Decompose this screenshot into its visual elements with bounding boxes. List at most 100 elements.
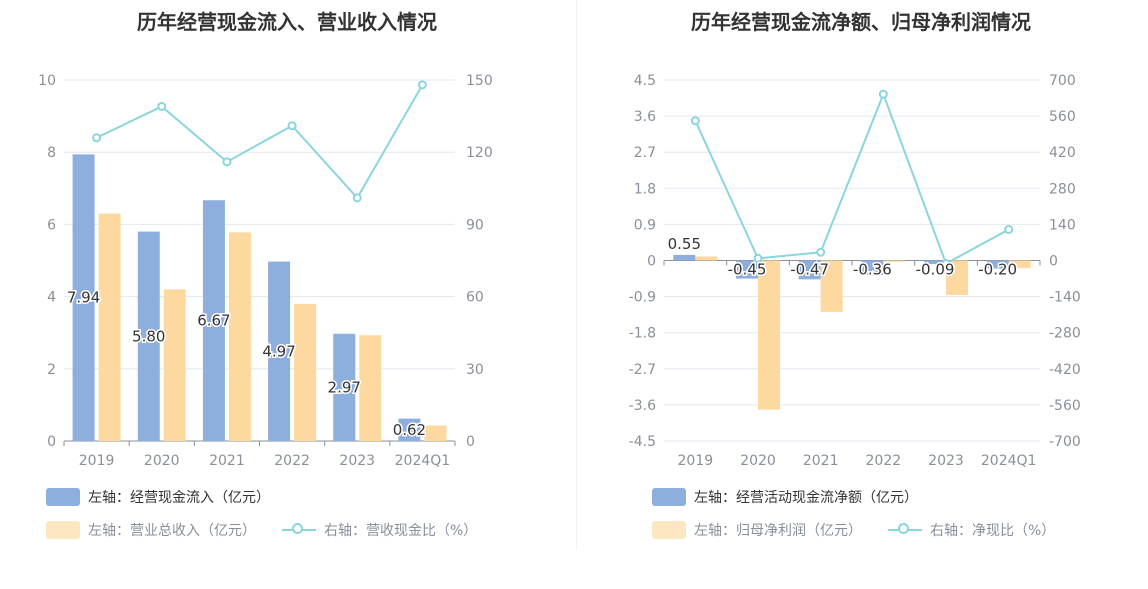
bar-data-label: 0.62 — [393, 421, 426, 439]
left-axis-tick-label: 0 — [647, 254, 656, 270]
right-axis-tick-label: 560 — [1049, 109, 1076, 125]
left-axis-tick-label: 1.8 — [634, 181, 656, 197]
right-axis-tick-label: -280 — [1049, 326, 1081, 342]
chart-title: 历年经营现金流净额、归母净利润情况 — [691, 10, 1031, 34]
x-axis-category-label: 2020 — [740, 453, 776, 469]
legend-row: 左轴：归母净利润（亿元） 右轴：净现比（%） — [652, 520, 1055, 540]
left-axis-tick-label: 10 — [38, 73, 56, 89]
bar-data-label: 4.97 — [262, 342, 295, 360]
bar-primary — [673, 254, 696, 261]
bar-primary — [72, 154, 95, 441]
bar-secondary — [424, 425, 447, 441]
bar-data-label: -0.36 — [853, 261, 892, 279]
right-axis-tick-label: -700 — [1049, 434, 1081, 450]
right-axis-tick-label: -560 — [1049, 398, 1081, 414]
bar-primary — [268, 261, 291, 441]
bar-data-label: 6.67 — [197, 312, 230, 330]
line-point — [352, 193, 362, 203]
bar-primary — [798, 260, 821, 280]
bar-secondary — [163, 289, 186, 441]
x-axis-category-label: 2024Q1 — [395, 453, 451, 469]
bar-secondary — [695, 256, 718, 261]
line-point — [92, 133, 102, 143]
left-axis-tick-label: -4.5 — [629, 434, 656, 450]
chart-panel-right: 历年经营现金流净额、归母净利润情况 4.5 3.6 2.7 1.8 0.9 0 -0.9 -1… — [574, 0, 1148, 589]
left-axis-tick-label: 4.5 — [634, 73, 656, 89]
line-point — [287, 121, 297, 131]
line-series — [96, 84, 424, 200]
left-axis-tick-label: 2 — [47, 362, 56, 378]
legend-row: 左轴：营业总收入（亿元） 右轴：营收现金比（%） — [46, 520, 477, 540]
left-axis-tick-label: 2.7 — [634, 145, 656, 161]
bar-primary — [333, 333, 356, 441]
bar-secondary — [98, 213, 121, 441]
left-axis-tick-label: 8 — [47, 145, 56, 161]
legend-label: 左轴：归母净利润（亿元） — [694, 523, 862, 539]
legend-swatch — [652, 488, 686, 506]
line-point — [157, 101, 167, 111]
bar-data-label: 5.80 — [132, 327, 165, 345]
right-axis-tick-label: 90 — [466, 217, 484, 233]
bar-primary — [202, 200, 225, 441]
legend-row: 左轴：经营活动现金流净额（亿元） — [652, 487, 918, 507]
bar-secondary — [820, 260, 843, 312]
right-axis-tick-label: 120 — [466, 145, 493, 161]
right-axis-tick-label: 60 — [466, 290, 484, 306]
bar-primary — [736, 260, 758, 279]
legend-swatch — [652, 521, 686, 539]
line-point — [753, 253, 763, 263]
right-axis-tick-label: 140 — [1049, 217, 1076, 233]
left-axis-tick-label: -3.6 — [629, 398, 656, 414]
chart-title: 历年经营现金流入、营业收入情况 — [137, 10, 437, 34]
left-axis-tick-label: 3.6 — [634, 109, 656, 125]
legend-swatch — [46, 488, 80, 506]
bar-primary — [861, 260, 884, 275]
bar-primary — [924, 260, 946, 265]
right-axis-tick-label: 700 — [1049, 73, 1076, 89]
x-axis-category-label: 2021 — [209, 453, 245, 469]
line-point — [417, 80, 427, 90]
bar-primary — [137, 231, 160, 441]
chart-plot: 4.5 3.6 2.7 1.8 0.9 0 -0.9 -1.8 -2.7 -3.6 -4.5 700 5… — [629, 73, 1081, 469]
right-axis-tick-label: 0 — [1049, 254, 1058, 270]
right-axis-tick-label: 150 — [466, 73, 493, 89]
right-axis-tick-label: 420 — [1049, 145, 1076, 161]
x-axis-category-label: 2023 — [339, 453, 375, 469]
legend-swatch — [46, 521, 80, 539]
bar-secondary — [228, 232, 251, 441]
left-axis-tick-label: -1.8 — [629, 326, 656, 342]
x-axis-category-label: 2019 — [79, 453, 115, 469]
left-axis-tick-label: 6 — [47, 217, 56, 233]
bar-secondary — [946, 260, 968, 295]
x-axis-category-label: 2023 — [928, 453, 964, 469]
legend-label: 左轴：营业总收入（亿元） — [88, 523, 256, 539]
x-axis-category-label: 2022 — [866, 453, 902, 469]
right-axis-tick-label: 0 — [466, 434, 475, 450]
bar-data-label: 2.97 — [328, 378, 361, 396]
x-axis-category-label: 2020 — [144, 453, 180, 469]
bar-secondary — [1008, 260, 1031, 269]
x-axis-category-label: 2021 — [803, 453, 839, 469]
left-axis-tick-label: 0.9 — [634, 217, 656, 233]
bar-data-label: -0.20 — [978, 261, 1017, 279]
bar-secondary — [294, 303, 317, 441]
chart-plot: 10 8 6 4 2 0 150 120 90 60 30 0 2019 2020 2021 2022 2023… — [38, 73, 493, 469]
x-axis-category-label: 2024Q1 — [981, 453, 1037, 469]
line-point — [816, 247, 826, 257]
legend-line-icon — [282, 521, 316, 539]
x-axis-category-label: 2022 — [274, 453, 310, 469]
right-axis-tick-label: -140 — [1049, 290, 1081, 306]
bar-secondary — [758, 260, 780, 410]
bar-data-label: -0.09 — [916, 261, 955, 279]
legend-label: 右轴：净现比（%） — [930, 523, 1056, 539]
bar-data-label: -0.45 — [728, 261, 767, 279]
left-axis-tick-label: 0 — [47, 434, 56, 450]
left-axis-tick-label: 4 — [47, 290, 56, 306]
line-point — [690, 116, 700, 126]
left-axis-tick-label: -0.9 — [629, 290, 656, 306]
bar-primary — [398, 418, 421, 441]
bar-data-label: 7.94 — [67, 289, 100, 307]
right-axis-tick-label: -420 — [1049, 362, 1081, 378]
line-point — [941, 259, 951, 269]
left-axis-tick-label: -2.7 — [629, 362, 656, 378]
